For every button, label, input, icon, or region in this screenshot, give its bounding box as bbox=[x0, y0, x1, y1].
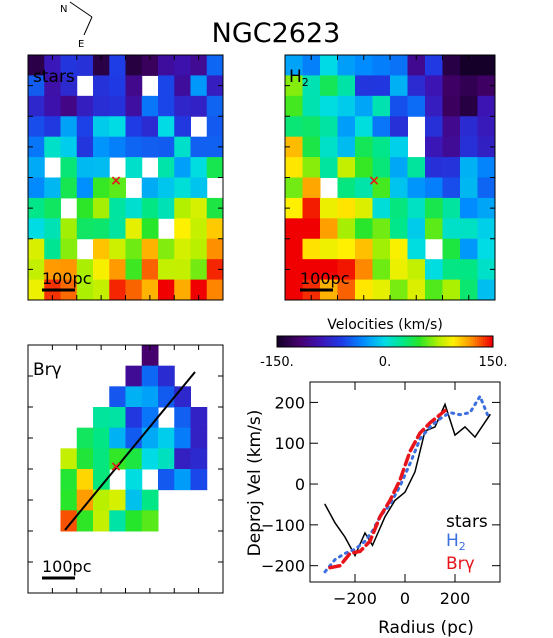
velocity-colorbar: Velocities (km/s) -150. 0. 150. bbox=[260, 317, 507, 370]
series-line-2 bbox=[328, 408, 447, 570]
stars-velocity-map bbox=[27, 54, 224, 301]
brg-velocity-map bbox=[27, 344, 224, 594]
y-tick-label: 0 bbox=[295, 475, 305, 494]
colorbar-tick-max: 150. bbox=[479, 355, 508, 370]
h2-map-label: H2 bbox=[289, 67, 309, 89]
legend-stars: stars bbox=[446, 512, 488, 532]
compass-north-label: N bbox=[60, 4, 67, 15]
h2-scale-label: 100pc bbox=[300, 269, 350, 288]
h2-nucleus-marker: × bbox=[368, 173, 380, 189]
stars-map-label: stars bbox=[33, 67, 75, 87]
colorbar-tick-min: -150. bbox=[260, 355, 294, 370]
compass-east-label: E bbox=[78, 39, 84, 50]
legend-h2: H2 bbox=[446, 531, 466, 553]
brg-scale-label: 100pc bbox=[42, 557, 92, 576]
brg-nucleus-marker: × bbox=[110, 459, 122, 475]
x-tick-label: −200 bbox=[333, 589, 377, 608]
rotation-curve-plot: −200 −100 0 100 200 −200 0 200 bbox=[261, 381, 501, 608]
colorbar-title: Velocities (km/s) bbox=[327, 317, 443, 333]
colorbar-tick-mid: 0. bbox=[379, 355, 391, 370]
brg-map-label: Brγ bbox=[33, 360, 62, 380]
figure-title: NGC2623 bbox=[212, 18, 341, 49]
plot-legend: stars H2 Brγ bbox=[446, 512, 488, 574]
y-axis-title: Deproj Vel (km/s) bbox=[245, 410, 265, 557]
legend-brg: Brγ bbox=[446, 554, 475, 574]
stars-scale-label: 100pc bbox=[42, 269, 92, 288]
h2-velocity-map bbox=[284, 54, 496, 301]
x-tick-label: 0 bbox=[400, 589, 410, 608]
h2-scale-bar: 100pc bbox=[300, 269, 350, 292]
y-tick-label: 100 bbox=[274, 434, 305, 453]
series-line-0 bbox=[324, 402, 491, 558]
y-tick-label: −100 bbox=[261, 516, 305, 535]
stars-scale-bar: 100pc bbox=[42, 269, 92, 292]
x-axis-title: Radius (pc) bbox=[378, 618, 474, 638]
y-tick-label: 200 bbox=[274, 393, 305, 412]
brg-scale-bar: 100pc bbox=[42, 557, 92, 580]
y-tick-label: −200 bbox=[261, 557, 305, 576]
series-line-1 bbox=[323, 392, 489, 574]
stars-nucleus-marker: × bbox=[110, 173, 122, 189]
compass-rose: N E bbox=[60, 1, 93, 50]
x-tick-label: 200 bbox=[440, 589, 471, 608]
